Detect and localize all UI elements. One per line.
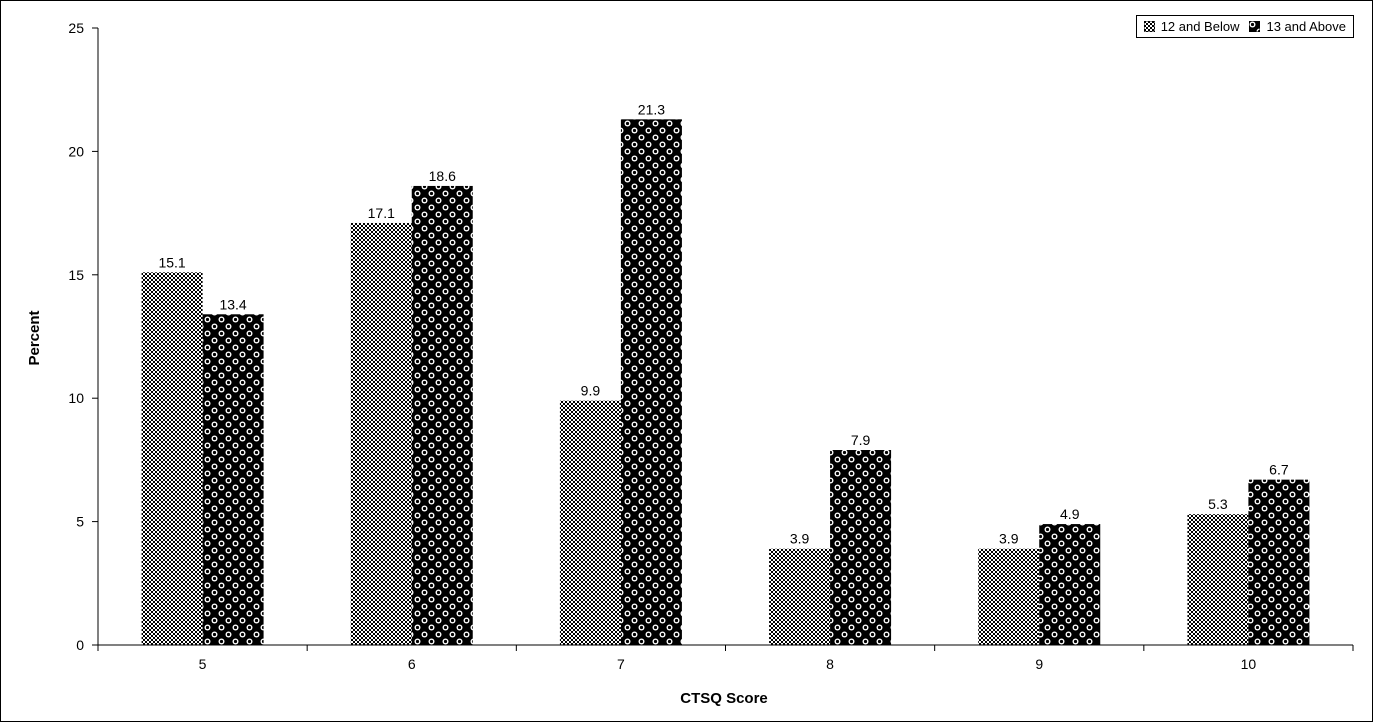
y-tick-label-20: 20 [68, 143, 84, 159]
data-label-series-1-cat-6: 17.1 [368, 205, 395, 221]
y-tick-label-0: 0 [76, 637, 84, 653]
data-label-series-2-cat-9: 4.9 [1060, 506, 1080, 522]
data-label-series-2-cat-7: 21.3 [638, 101, 665, 117]
data-label-series-1-cat-7: 9.9 [581, 383, 601, 399]
bar-series-1-cat-8 [769, 548, 831, 645]
x-tick-label-8: 8 [826, 656, 834, 672]
legend-label-series-2: 13 and Above [1266, 19, 1346, 34]
y-tick-label-15: 15 [68, 267, 84, 283]
legend-swatch-fine-check-icon [1143, 21, 1155, 32]
bar-series-2-cat-9 [1039, 524, 1101, 645]
data-label-series-2-cat-8: 7.9 [851, 432, 871, 448]
data-label-series-2-cat-6: 18.6 [429, 168, 456, 184]
y-tick-label-5: 5 [76, 514, 84, 530]
bar-series-1-cat-6 [350, 222, 412, 646]
y-tick-label-25: 25 [68, 20, 84, 36]
bar-series-1-cat-5 [141, 272, 203, 645]
bar-series-2-cat-7 [620, 119, 682, 646]
data-label-series-1-cat-9: 3.9 [999, 531, 1019, 547]
bar-series-2-cat-6 [411, 185, 473, 645]
data-label-series-2-cat-5: 13.4 [219, 296, 246, 312]
x-axis-title: CTSQ Score [680, 690, 768, 707]
y-tick-label-10: 10 [68, 390, 84, 406]
x-tick-label-5: 5 [199, 656, 207, 672]
y-axis-title: Percent [26, 310, 43, 365]
bar-series-2-cat-10 [1248, 479, 1310, 645]
bar-series-2-cat-5 [202, 314, 264, 645]
data-label-series-1-cat-8: 3.9 [790, 531, 810, 547]
legend-swatch-coarse-check-icon [1249, 21, 1261, 32]
bar-series-1-cat-7 [559, 400, 621, 645]
x-tick-label-10: 10 [1241, 656, 1257, 672]
data-label-series-1-cat-10: 5.3 [1208, 496, 1228, 512]
x-tick-label-7: 7 [617, 656, 625, 672]
x-tick-label-6: 6 [408, 656, 416, 672]
data-label-series-2-cat-10: 6.7 [1269, 462, 1289, 478]
legend-label-series-1: 12 and Below [1160, 19, 1240, 34]
legend-item-series-1: 12 and Below [1143, 19, 1240, 34]
bar-series-1-cat-9 [978, 548, 1040, 645]
data-label-series-1-cat-5: 15.1 [158, 254, 185, 270]
chart-legend: 12 and Below 13 and Above [1135, 15, 1354, 38]
legend-item-series-2: 13 and Above [1249, 19, 1346, 34]
x-tick-label-9: 9 [1035, 656, 1043, 672]
bar-series-1-cat-10 [1187, 514, 1249, 645]
bar-series-2-cat-8 [830, 450, 892, 645]
